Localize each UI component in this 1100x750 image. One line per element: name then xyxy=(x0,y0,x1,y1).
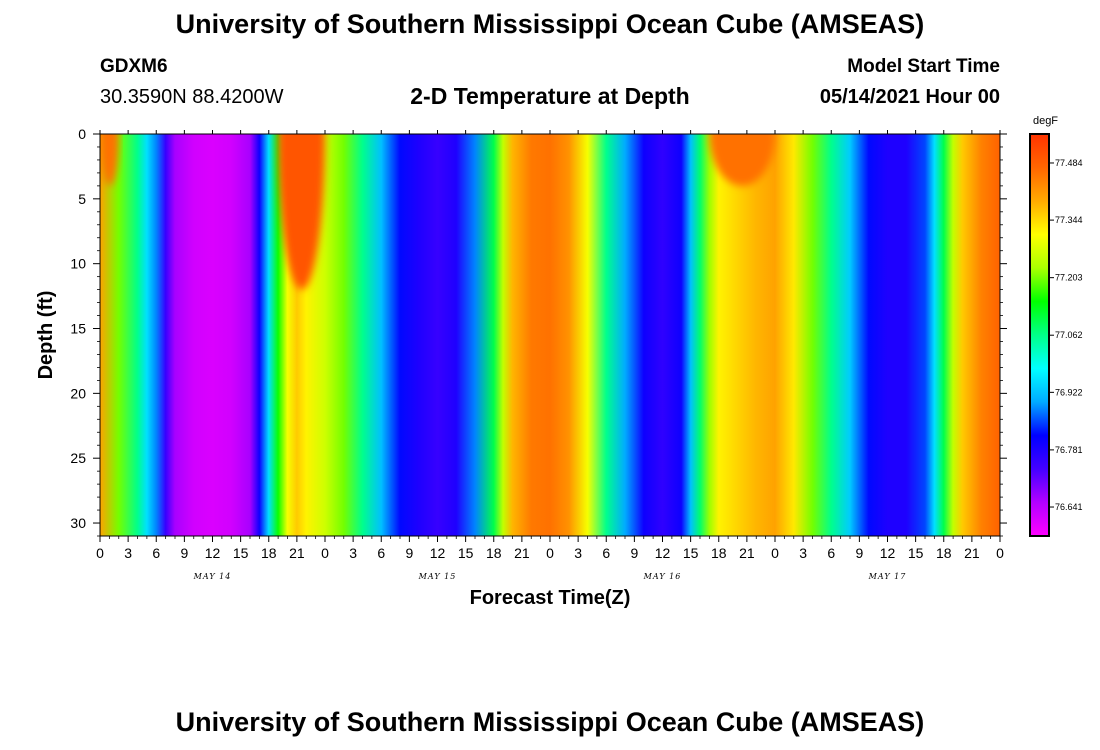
heatmap-anomalies xyxy=(100,134,775,290)
x-tick-label: 18 xyxy=(936,545,952,561)
x-tick-label: 3 xyxy=(349,545,357,561)
x-tick-label: 6 xyxy=(602,545,610,561)
x-tick-label: 6 xyxy=(827,545,835,561)
x-tick-label: 6 xyxy=(377,545,385,561)
date-label: MAY 14 xyxy=(193,572,232,581)
station-id: GDXM6 xyxy=(100,56,168,77)
y-tick-label: 30 xyxy=(70,515,86,531)
date-label: MAY 16 xyxy=(643,572,682,581)
x-tick-label: 3 xyxy=(124,545,132,561)
colorbar-tick-label: 77.484 xyxy=(1055,158,1083,168)
date-label: MAY 15 xyxy=(418,572,457,581)
y-axis-title: Depth (ft) xyxy=(35,291,57,380)
y-tick-label: 10 xyxy=(70,256,86,272)
x-tick-label: 15 xyxy=(683,545,699,561)
x-tick-label: 15 xyxy=(458,545,474,561)
x-tick-label: 9 xyxy=(180,545,188,561)
date-labels: MAY 14 MAY 15 MAY 16 MAY 17 xyxy=(193,572,907,581)
y-axis: 0 5 10 15 20 25 30 xyxy=(70,126,1007,537)
colorbar-ticks: 77.484 77.344 77.203 77.062 76.922 76.781 76.6… xyxy=(1049,158,1083,512)
x-axis-title: Forecast Time(Z) xyxy=(470,587,631,609)
x-tick-label: 18 xyxy=(711,545,727,561)
x-tick-label: 6 xyxy=(152,545,160,561)
x-tick-label: 15 xyxy=(233,545,249,561)
heatmap-anomaly-1 xyxy=(100,134,119,186)
x-tick-label: 0 xyxy=(321,545,329,561)
x-tick-label: 12 xyxy=(205,545,221,561)
x-tick-label: 0 xyxy=(996,545,1004,561)
x-tick-label: 0 xyxy=(546,545,554,561)
heatmap-anomaly-0 xyxy=(278,134,325,290)
colorbar-tick-label: 77.344 xyxy=(1055,215,1083,225)
temperature-depth-chart: 0 3 6 9 12 15 18 21 0 3 6 9 12 15 18 21 0 3 6 9 12 15 18 21 0 3 6 9… xyxy=(35,115,1083,609)
colorbar-tick-label: 76.641 xyxy=(1055,502,1083,512)
x-axis: 0 3 6 9 12 15 18 21 0 3 6 9 12 15 18 21 0 3 6 9 12 15 18 21 0 3 6 9… xyxy=(96,130,1004,561)
colorbar-tick-label: 76.922 xyxy=(1055,387,1083,397)
y-tick-label: 15 xyxy=(70,321,86,337)
x-tick-label: 9 xyxy=(405,545,413,561)
heatmap-anomaly-2 xyxy=(709,134,775,186)
x-tick-label: 0 xyxy=(96,545,104,561)
x-tick-label: 21 xyxy=(514,545,530,561)
x-tick-label: 9 xyxy=(855,545,863,561)
heatmap-field xyxy=(100,134,1000,536)
colorbar-unit: degF xyxy=(1033,115,1058,127)
plot-area xyxy=(99,133,1001,537)
y-tick-label: 20 xyxy=(70,385,86,401)
colorbar: 77.484 77.344 77.203 77.062 76.922 76.781 76.6… xyxy=(1029,115,1083,537)
x-tick-label: 15 xyxy=(908,545,924,561)
plot-title: 2-D Temperature at Depth xyxy=(410,83,690,109)
colorbar-tick-label: 77.203 xyxy=(1055,273,1083,283)
x-tick-label: 21 xyxy=(964,545,980,561)
colorbar-tick-label: 77.062 xyxy=(1055,330,1083,340)
y-tick-label: 5 xyxy=(78,191,86,207)
x-tick-label: 9 xyxy=(630,545,638,561)
x-tick-label: 3 xyxy=(574,545,582,561)
x-tick-label: 3 xyxy=(799,545,807,561)
x-tick-label: 21 xyxy=(739,545,755,561)
page-title: University of Southern Mississippi Ocean… xyxy=(175,9,925,39)
model-start-label: Model Start Time xyxy=(847,56,1000,77)
x-tick-label: 12 xyxy=(655,545,671,561)
colorbar-gradient xyxy=(1030,134,1049,536)
x-tick-label: 0 xyxy=(771,545,779,561)
model-start-value: 05/14/2021 Hour 00 xyxy=(819,86,1000,108)
y-tick-label: 25 xyxy=(70,450,86,466)
date-label: MAY 17 xyxy=(868,572,907,581)
x-tick-label: 18 xyxy=(261,545,277,561)
footer-title: University of Southern Mississippi Ocean… xyxy=(175,707,925,737)
y-tick-label: 0 xyxy=(78,126,86,142)
colorbar-tick-label: 76.781 xyxy=(1055,445,1083,455)
station-coordinates: 30.3590N 88.4200W xyxy=(100,86,284,108)
x-tick-label: 12 xyxy=(880,545,896,561)
x-tick-label: 12 xyxy=(430,545,446,561)
x-tick-label: 21 xyxy=(289,545,305,561)
x-tick-label: 18 xyxy=(486,545,502,561)
